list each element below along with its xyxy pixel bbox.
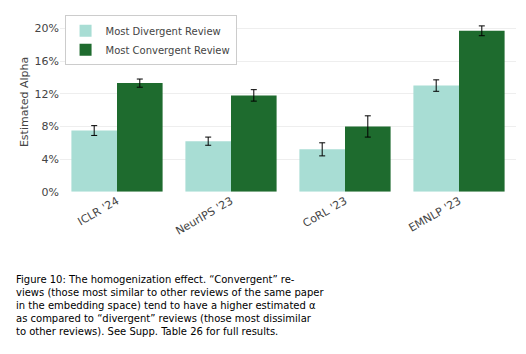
svg-text:12%: 12% xyxy=(35,88,59,101)
svg-text:Estimated Alpha: Estimated Alpha xyxy=(18,57,31,147)
svg-text:Most Convergent Review: Most Convergent Review xyxy=(106,45,230,56)
svg-text:8%: 8% xyxy=(42,120,59,133)
svg-text:16%: 16% xyxy=(35,55,59,68)
svg-text:20%: 20% xyxy=(35,22,59,35)
svg-text:Most Divergent Review: Most Divergent Review xyxy=(106,26,221,37)
svg-text:ICLR '24: ICLR '24 xyxy=(76,194,122,228)
svg-text:EMNLP '23: EMNLP '23 xyxy=(407,194,464,234)
svg-text:0%: 0% xyxy=(42,186,59,199)
svg-text:4%: 4% xyxy=(42,153,59,166)
svg-text:Figure 10: The homogenization: Figure 10: The homogenization effect. “C… xyxy=(16,274,324,337)
svg-text:NeurIPS '23: NeurIPS '23 xyxy=(173,194,235,237)
svg-text:CoRL '23: CoRL '23 xyxy=(301,194,350,230)
